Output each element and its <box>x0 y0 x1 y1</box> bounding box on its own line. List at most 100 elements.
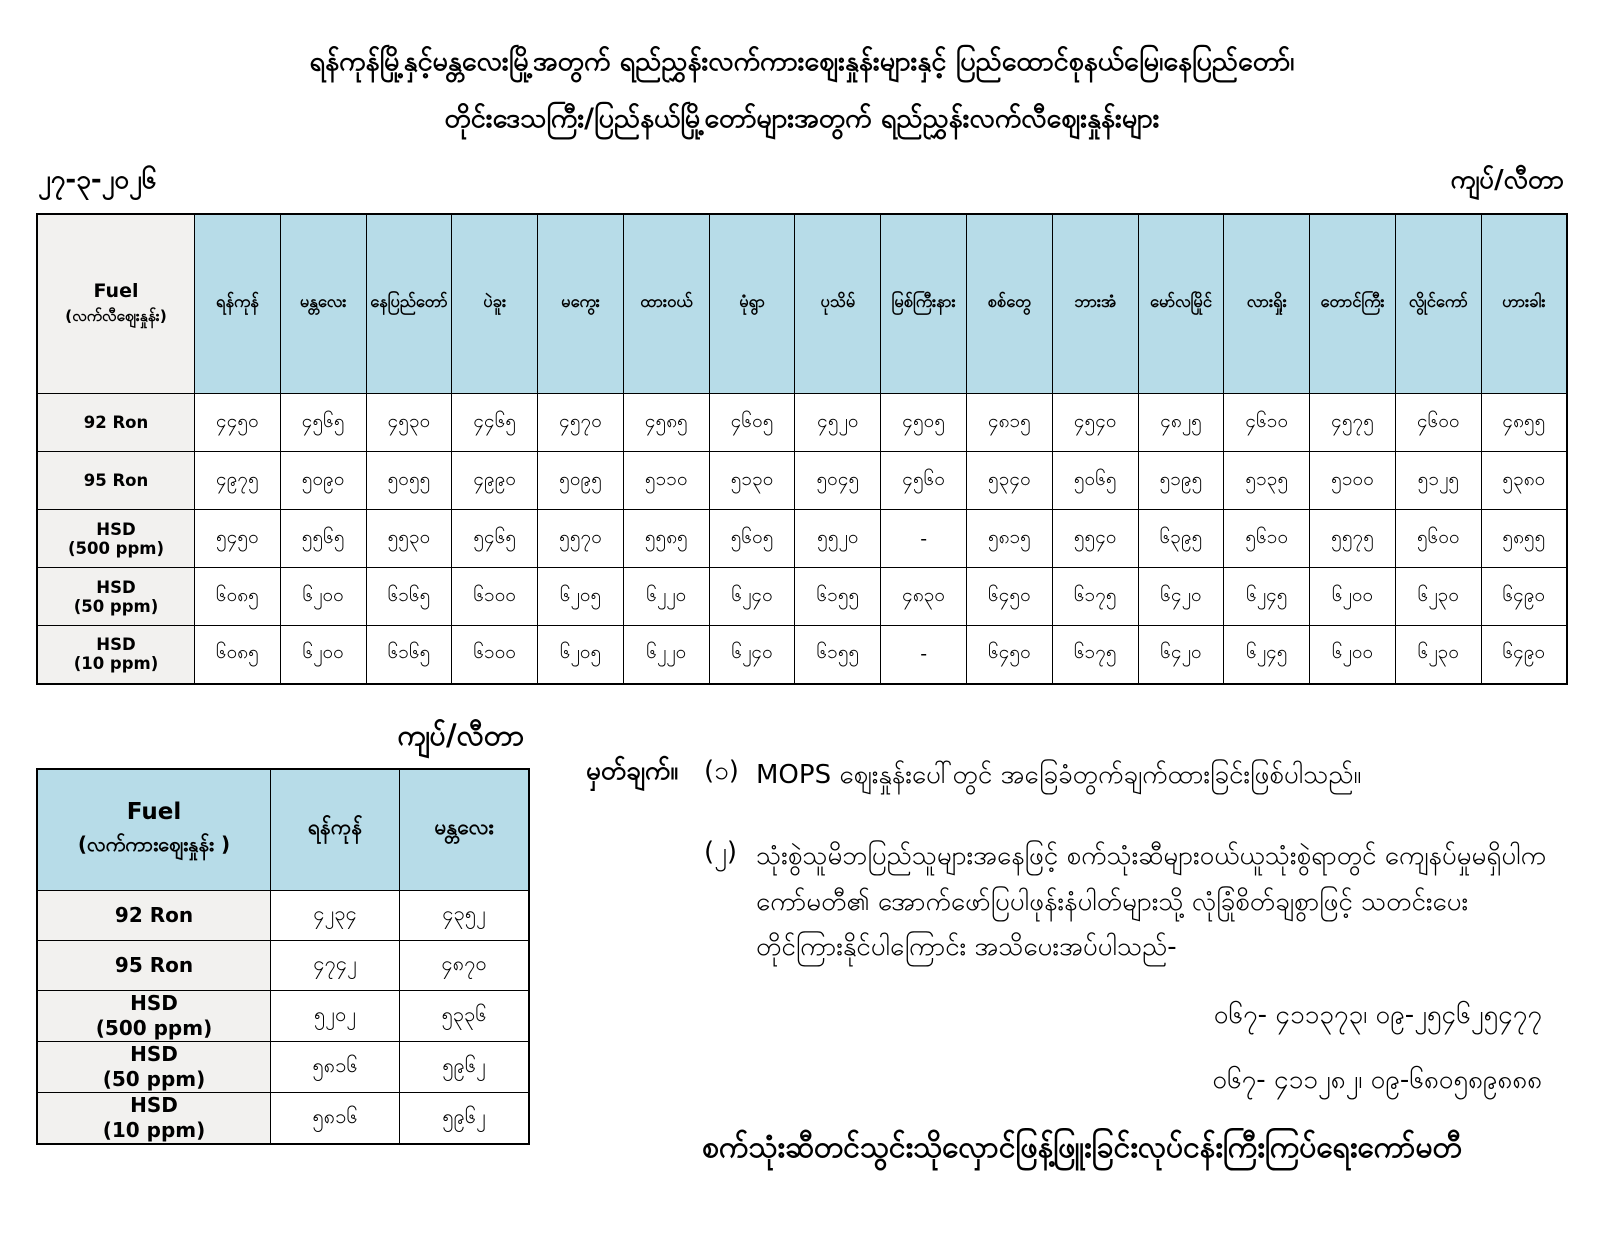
city-column-header: စစ်တွေ <box>966 213 1053 394</box>
table-row: 95 Ron ၄၉၇၅ ၅၀၉၀ ၅၀၅၅ ၄၉၉၀ ၅၀၉၅ ၅၁၁၀ ၅၁၃၀ ၅၀၄၅ ၄၅… <box>36 451 1568 510</box>
price-cell: ၆၂၃၀ <box>1394 625 1482 684</box>
fuel-row-label: 92 Ron <box>36 393 195 452</box>
title-line-2: တိုင်းဒေသကြီး/ပြည်နယ်မြို့တော်များအတွက် … <box>444 103 1160 134</box>
price-cell: ၅၅၄၀ <box>1051 509 1139 568</box>
notes-section: မှတ်ချက်။ (၁) MOPS ဈေးနှုန်းပေါ်တွင် အခြ… <box>530 713 1568 1172</box>
price-cell: ၅၉၆၂ <box>399 1091 530 1144</box>
header-row: Fuel (လက်လီဈေးနှုန်း) ရန်ကုန် မန္တလေး နေပြည်… <box>36 213 1568 394</box>
price-cell: ၄၆၀၀ <box>1394 393 1482 452</box>
fuel-row-label: HSD (500 ppm) <box>36 509 195 568</box>
city-column-header: နေပြည်တော် <box>365 213 453 394</box>
price-cell: ၅၆၁၀ <box>1223 509 1311 568</box>
city-column-header: မြစ်ကြီးနား <box>880 213 968 394</box>
price-cell: ၆၁၆၅ <box>365 567 453 626</box>
unit-label-wholesale: ကျပ်/လီတာ <box>397 717 524 752</box>
price-cell: ၄၇၄၂ <box>269 939 401 991</box>
price-cell: ၄၅၇၅ <box>1309 393 1396 452</box>
table-row: HSD (500 ppm) ၅၄၅၀ ၅၅၆၅ ၅၅၃၀ ၅၄၆၅ ၅၅၇၀ ၅၅၈၅ ၅၆၀၅… <box>36 509 1568 568</box>
price-cell: ၅၈၁၅ <box>966 509 1053 568</box>
price-cell: ၆၂၀၀ <box>1309 567 1396 626</box>
city-column-header: ရန်ကုန် <box>194 213 281 394</box>
table-row: HSD (10 ppm) ၅၈၁၆ ၅၉၆၂ <box>36 1091 530 1144</box>
fuel-row-label: 92 Ron <box>36 889 271 941</box>
price-cell: ၅၅၃၀ <box>365 509 453 568</box>
price-cell: ၆၂၄၀ <box>708 625 796 684</box>
price-cell: ၅၈၁၆ <box>269 1091 401 1144</box>
fuel-row-label: HSD (500 ppm) <box>36 989 271 1042</box>
table-row: HSD (50 ppm) ၅၈၁၆ ၅၉၆၂ <box>36 1040 530 1093</box>
price-cell: ၅၃၄၀ <box>966 451 1053 510</box>
wholesale-price-table: Fuel (လက်ကားဈေးနှုန်း ) ရန်ကုန် မန္တလေး 92 R… <box>36 767 530 1145</box>
price-cell: ၆၄၂၀ <box>1137 625 1225 684</box>
price-cell: ၅၅၂၀ <box>794 509 882 568</box>
price-cell: ၆၂၄၅ <box>1223 625 1311 684</box>
price-cell: ၅၉၆၂ <box>399 1040 530 1093</box>
wholesale-section: ကျပ်/လီတာ Fuel (လက်ကားဈေးနှုန်း ) ရန်ကုန်မ… <box>36 713 530 1172</box>
price-cell: ၅၅၆၅ <box>279 509 367 568</box>
price-cell: ၅၀၉၅ <box>537 451 624 510</box>
table-row: HSD (50 ppm) ၆၀၈၅ ၆၂၀၀ ၆၁၆၅ ၆၁၀၀ ၆၂၀၅ ၆၂၂၀ ၆၂၄၀၆… <box>36 567 1568 626</box>
table-row: 92 Ron ၄၄၅၀ ၄၅၆၅ ၄၅၃၀ ၄၄၆၅ ၄၅၇၀ ၄၅၈၅ ၄၆၀၅ ၄၅၂၀ ၄၅… <box>36 393 1568 452</box>
price-cell: ၆၂၀၀ <box>279 567 367 626</box>
city-column-header: ဟားခါး <box>1480 213 1568 394</box>
price-cell: ၆၄၅၀ <box>966 625 1053 684</box>
price-cell: ၄၈၇၀ <box>399 939 530 991</box>
table-row: 95 Ron ၄၇၄၂ ၄၈၇၀ <box>36 939 530 991</box>
city-column-header: ရန်ကုန် <box>269 768 401 891</box>
price-cell: ၄၆၀၅ <box>708 393 796 452</box>
price-cell: ၄၆၁၀ <box>1223 393 1311 452</box>
retail-price-table: Fuel (လက်လီဈေးနှုန်း) ရန်ကုန် မန္တလေး နေပြည်… <box>36 213 1568 685</box>
meta-row: ၂၇-၃-၂၀၂၆ ကျပ်/လီတာ <box>38 162 1564 201</box>
price-cell: ၅၄၅၀ <box>194 509 281 568</box>
price-cell: ၆၄၉၀ <box>1480 625 1568 684</box>
city-column-header: လားရှိုး <box>1223 213 1311 394</box>
bottom-section: ကျပ်/လီတာ Fuel (လက်ကားဈေးနှုန်း ) ရန်ကုန်မ… <box>36 713 1568 1172</box>
price-cell: ၆၄၂၀ <box>1137 567 1225 626</box>
price-cell: ၄၅၄၀ <box>1051 393 1139 452</box>
fuel-column-header: Fuel (လက်ကားဈေးနှုန်း ) <box>36 768 271 891</box>
city-column-header: တောင်ကြီး <box>1309 213 1396 394</box>
price-cell: ၅၁၂၅ <box>1394 451 1482 510</box>
note-text-1: MOPS ဈေးနှုန်းပေါ်တွင် အခြေခံတွက်ချက်ထား… <box>756 759 1362 790</box>
price-cell: ၅၆၀၅ <box>708 509 796 568</box>
price-cell: ၅၁၉၅ <box>1137 451 1225 510</box>
price-cell: ၄၅၆၀ <box>880 451 968 510</box>
table-row: HSD (10 ppm) ၆၀၈၅ ၆၂၀၀ ၆၁၆၅ ၆၁၀၀ ၆၂၀၅ ၆၂၂၀ ၆၂၄၀၆… <box>36 625 1568 684</box>
city-column-header: ပုသိမ် <box>794 213 882 394</box>
price-cell: ၄၈၅၅ <box>1480 393 1568 452</box>
price-cell: ၅၁၁၀ <box>622 451 710 510</box>
price-cell: ၆၂၀၀ <box>279 625 367 684</box>
note-text-2: သုံးစွဲသူမိဘပြည်သူများအနေဖြင့် စက်သုံးဆီ… <box>756 841 1547 962</box>
price-cell: ၆၂၄၅ <box>1223 567 1311 626</box>
city-column-header: မကွေး <box>537 213 624 394</box>
header-row: Fuel (လက်ကားဈေးနှုန်း ) ရန်ကုန် မန္တလေး <box>36 768 530 891</box>
table-row: 92 Ron ၄၂၃၄ ၄၃၅၂ <box>36 889 530 941</box>
title-line-1: ရန်ကုန်မြို့နှင့်မန္တလေးမြို့အတွက် ရည်ညွ… <box>309 46 1295 77</box>
price-cell: ၆၄၅၀ <box>966 567 1053 626</box>
price-cell: ၄၈၁၅ <box>966 393 1053 452</box>
fuel-row-label: HSD (50 ppm) <box>36 567 195 626</box>
city-column-header: မုံရွာ <box>708 213 796 394</box>
phone-line-2: ၀၆၇- ၄၁၁၂၈၂၊ ၀၉-၆၈၀၅၈၉၈၈၈ <box>1212 1064 1542 1095</box>
price-cell: ၆၀၈၅ <box>194 625 281 684</box>
price-cell: ၅၁၀၀ <box>1309 451 1396 510</box>
price-cell: ၆၀၈၅ <box>194 567 281 626</box>
price-cell: ၆၂၀၀ <box>1309 625 1396 684</box>
fuel-column-header: Fuel (လက်လီဈေးနှုန်း) <box>36 213 195 394</box>
price-cell: ၄၉၇၅ <box>194 451 281 510</box>
price-cell: ၄၃၅၂ <box>399 889 530 941</box>
fuel-row-label: 95 Ron <box>36 939 271 991</box>
price-cell: ၆၂၂၀ <box>622 567 710 626</box>
price-cell: ၆၂၂၀ <box>622 625 710 684</box>
price-cell: ၆၁၀၀ <box>451 625 539 684</box>
price-cell: ၆၂၃၀ <box>1394 567 1482 626</box>
price-cell: - <box>880 625 968 684</box>
city-column-header: ပဲခူး <box>451 213 539 394</box>
table-row: HSD (500 ppm) ၅၂၀၂ ၅၃၃၆ <box>36 989 530 1042</box>
fuel-row-label: HSD (10 ppm) <box>36 625 195 684</box>
price-cell: ၄၂၃၄ <box>269 889 401 941</box>
price-cell: ၅၅၇၅ <box>1309 509 1396 568</box>
price-cell: ၆၁၅၅ <box>794 567 882 626</box>
price-cell: ၄၈၃၀ <box>880 567 968 626</box>
price-cell: ၅၈၁၆ <box>269 1040 401 1093</box>
